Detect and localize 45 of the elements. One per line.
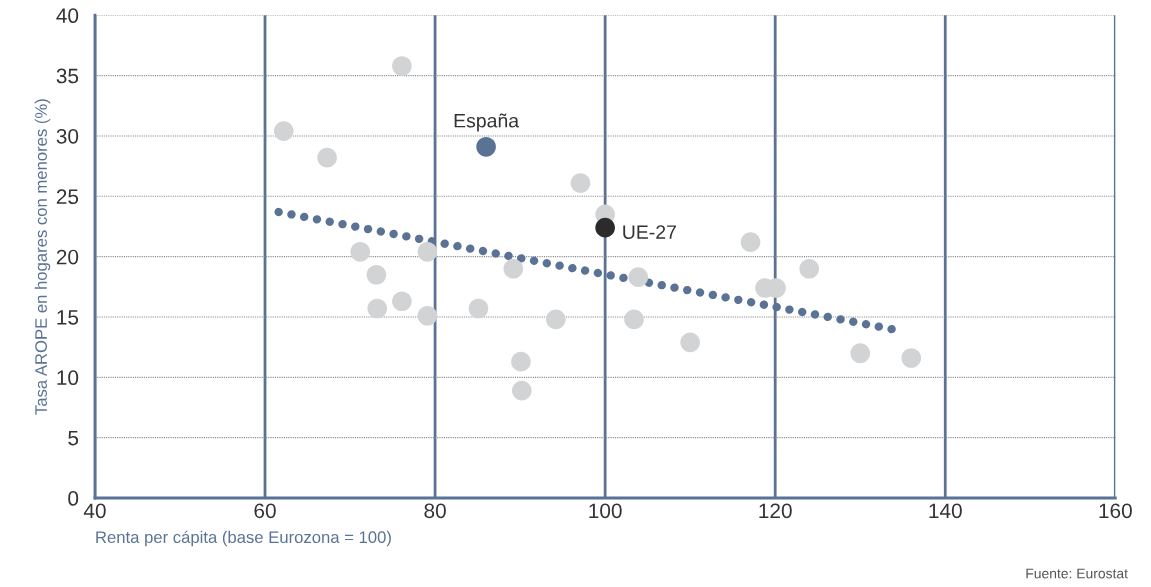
point	[546, 309, 566, 330]
y-tick-label: 40	[56, 8, 79, 24]
x-tick-label: 140	[929, 503, 962, 519]
point	[511, 380, 532, 401]
point	[680, 332, 700, 353]
point	[503, 258, 524, 279]
point	[511, 351, 531, 372]
point	[850, 343, 871, 364]
y-tick-label: 20	[56, 249, 79, 265]
point	[350, 241, 371, 262]
y-tick-label: 5	[68, 430, 79, 446]
y-tick-label: 25	[56, 189, 79, 205]
point	[595, 217, 615, 238]
y-axis-title: Tasa AROPE en hogares con menores (%)	[34, 99, 51, 415]
x-tick-label: 160	[1099, 503, 1132, 519]
x-tick-label: 60	[254, 503, 276, 519]
source-note: Fuente: Eurostat	[1026, 568, 1128, 579]
point	[417, 241, 438, 262]
point	[624, 309, 644, 330]
x-tick-label: 120	[759, 503, 792, 519]
series-label: España	[454, 113, 520, 132]
point	[273, 121, 294, 141]
y-tick-label: 35	[56, 68, 79, 84]
y-tick-label: 10	[57, 370, 79, 386]
x-axis-title: Renta per cápita (base Eurozona = 100)	[96, 530, 391, 547]
y-tick-label: 0	[68, 491, 79, 506]
x-tick-label: 100	[589, 503, 622, 519]
y-tick-label: 30	[56, 128, 79, 144]
point	[417, 305, 438, 326]
point	[799, 258, 820, 279]
x-tick-label: 80	[424, 503, 446, 519]
point	[570, 173, 591, 193]
point	[317, 147, 337, 168]
point	[476, 136, 496, 157]
series-label: UE-27	[623, 225, 676, 239]
point	[901, 348, 922, 368]
point	[392, 291, 412, 312]
y-tick-label: 15	[57, 310, 79, 325]
point	[468, 298, 489, 319]
point	[367, 298, 388, 319]
x-tick-label: 40	[83, 503, 106, 519]
point	[740, 232, 761, 252]
point	[366, 264, 387, 285]
point	[392, 56, 412, 76]
point	[628, 267, 649, 287]
